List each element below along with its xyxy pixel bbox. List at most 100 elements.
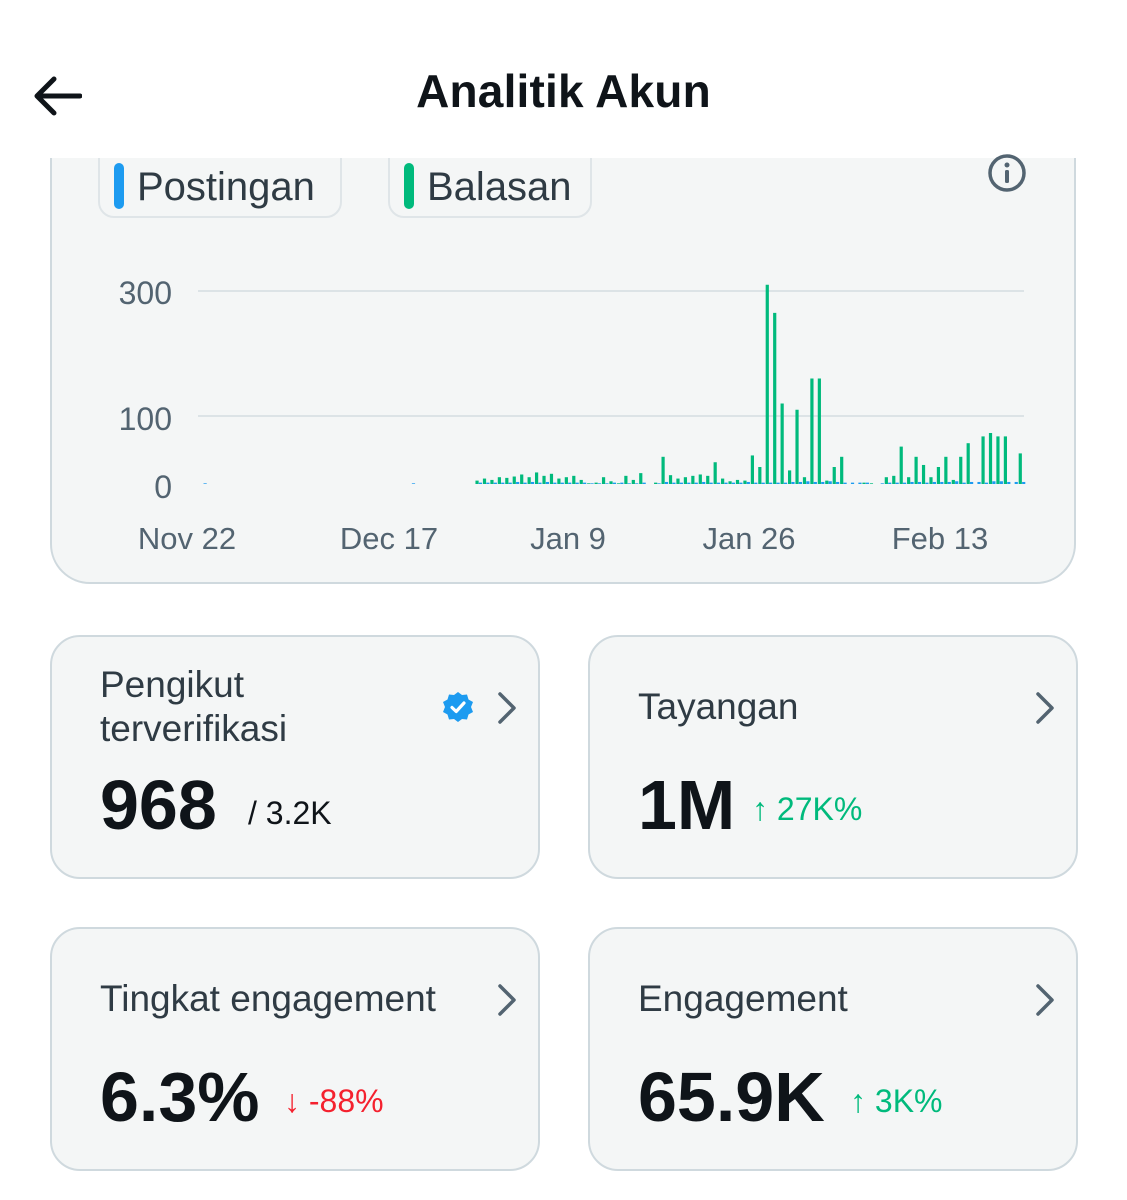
bar-balasan	[921, 464, 926, 484]
bar-postingan	[850, 482, 855, 484]
bar-balasan	[795, 409, 799, 484]
bar-balasan	[549, 473, 554, 484]
x-tick-label: Dec 17	[340, 521, 438, 556]
bar-balasan	[929, 477, 933, 484]
card-engagement-rate-label: Tingkat engagement	[100, 978, 436, 1019]
bar-postingan	[769, 482, 773, 484]
bar-postingan	[508, 482, 512, 484]
bar-postingan	[694, 482, 698, 484]
verified-badge-icon	[443, 692, 473, 722]
bar-balasan	[840, 456, 844, 484]
bar-balasan	[587, 483, 591, 484]
bar-balasan	[683, 477, 688, 484]
bar-postingan	[1014, 481, 1018, 484]
bar-postingan	[538, 482, 542, 484]
card-engagements[interactable]: Engagement 65.9K ↑ 3K%	[588, 927, 1078, 1171]
bar-postingan	[798, 481, 803, 484]
bar-postingan	[962, 482, 966, 484]
label-line-2: terverifikasi	[100, 708, 288, 749]
bar-balasan	[780, 403, 784, 484]
bar-balasan	[1003, 436, 1007, 484]
bar-postingan	[969, 481, 974, 484]
card-verified-followers-label: Pengikut terverifikasi	[100, 663, 287, 751]
card-verified-followers-value: 968	[100, 766, 217, 844]
card-engagement-rate-value: 6.3%	[100, 1058, 260, 1136]
bar-postingan	[821, 481, 825, 484]
bar-balasan	[616, 483, 621, 484]
bar-balasan	[542, 475, 546, 484]
card-impressions[interactable]: Tayangan 1M ↑ 27K%	[588, 635, 1078, 879]
bar-postingan	[791, 481, 795, 484]
page-title: Analitik Akun	[416, 65, 711, 117]
bar-postingan	[858, 482, 862, 484]
bar-balasan	[713, 462, 717, 484]
bar-balasan	[728, 481, 732, 484]
bar-postingan	[411, 483, 416, 484]
bar-postingan	[545, 481, 550, 484]
bar-postingan	[888, 482, 892, 484]
card-engagement-rate[interactable]: Tingkat engagement 6.3% ↓ -88%	[50, 927, 540, 1171]
bar-postingan	[783, 482, 788, 484]
bar-balasan	[572, 475, 576, 484]
x-tick-label: Jan 26	[702, 521, 795, 556]
bar-balasan	[817, 378, 821, 484]
bar-balasan	[601, 477, 606, 484]
bar-balasan	[765, 284, 769, 484]
bar-balasan	[624, 475, 628, 484]
bar-postingan	[590, 483, 594, 484]
bar-balasan	[534, 472, 539, 484]
bar-postingan	[999, 481, 1003, 484]
bar-postingan	[486, 482, 490, 484]
bar-postingan	[903, 482, 907, 484]
bar-postingan	[687, 482, 691, 484]
card-verified-followers[interactable]: Pengikut terverifikasi 968 / 3.2K	[50, 635, 540, 879]
card-engagements-change: ↑ 3K%	[850, 1083, 943, 1119]
bar-postingan	[1022, 481, 1026, 484]
bar-postingan	[754, 482, 758, 484]
bar-postingan	[203, 483, 207, 484]
y-tick-label: 100	[119, 401, 172, 437]
bar-balasan	[564, 477, 568, 484]
x-tick-label: Nov 22	[138, 521, 236, 556]
bar-balasan	[743, 480, 747, 484]
bar-postingan	[478, 482, 483, 484]
bar-balasan	[721, 478, 725, 484]
y-tick-label: 300	[119, 275, 172, 311]
bar-balasan	[892, 475, 896, 484]
bar-balasan	[527, 477, 531, 484]
bar-postingan	[605, 483, 609, 484]
bar-postingan	[992, 481, 996, 484]
chevron-right-icon	[498, 984, 516, 1016]
bar-balasan	[609, 481, 613, 484]
bar-balasan	[944, 456, 948, 484]
bar-balasan	[512, 476, 516, 484]
back-button[interactable]	[28, 70, 86, 122]
bar-postingan	[895, 482, 899, 484]
bar-postingan	[865, 482, 870, 484]
bar-balasan	[654, 482, 658, 484]
bar-postingan	[664, 481, 669, 484]
legend-balasan-swatch	[404, 163, 414, 209]
bar-postingan	[947, 481, 951, 484]
bar-balasan	[936, 467, 941, 484]
bar-postingan	[709, 482, 713, 484]
bar-postingan	[612, 482, 616, 484]
arrow-left-icon	[34, 76, 82, 116]
bar-postingan	[597, 483, 602, 484]
bar-balasan	[862, 482, 866, 484]
card-engagements-value: 65.9K	[638, 1058, 825, 1136]
bar-postingan	[716, 482, 721, 484]
bar-postingan	[635, 483, 639, 484]
bar-balasan	[758, 467, 762, 484]
bar-postingan	[776, 482, 780, 484]
bar-postingan	[702, 481, 706, 484]
bar-postingan	[560, 482, 564, 484]
bar-postingan	[761, 482, 765, 484]
bar-balasan	[706, 475, 710, 484]
bar-balasan	[810, 378, 814, 484]
bar-balasan	[750, 455, 754, 484]
header: Analitik Akun	[0, 0, 1127, 158]
info-icon[interactable]	[986, 152, 1028, 194]
bar-postingan	[925, 482, 929, 484]
bar-postingan	[739, 482, 743, 484]
